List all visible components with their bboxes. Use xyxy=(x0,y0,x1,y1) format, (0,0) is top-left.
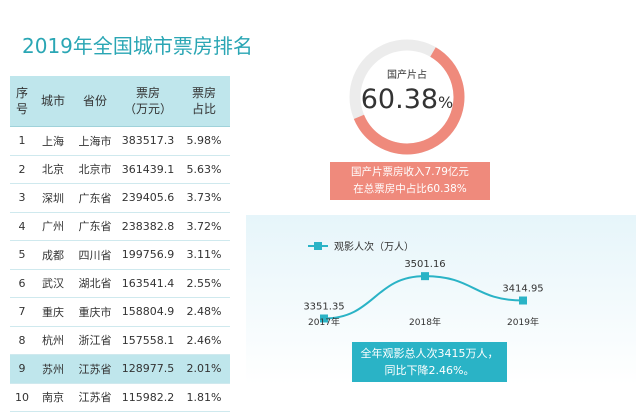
row-province: 浙江省 xyxy=(72,326,118,355)
table-header-row: 序号 城市 省份 票房 （万元） 票房 占比 xyxy=(10,76,230,127)
row-city: 重庆 xyxy=(34,297,72,327)
table-row: 7 重庆 重庆市 158804.9 2.48% xyxy=(10,297,230,327)
row-box-office: 199756.9 xyxy=(118,240,178,270)
row-box-office: 239405.6 xyxy=(118,183,178,213)
row-share: 5.63% xyxy=(178,155,230,184)
table-row: 8 杭州 浙江省 157558.1 2.46% xyxy=(10,326,230,355)
row-no: 10 xyxy=(10,383,34,412)
row-no: 1 xyxy=(10,126,34,156)
data-label: 3414.95 xyxy=(502,284,543,295)
row-province: 四川省 xyxy=(72,240,118,270)
viewer-note-line-1: 全年观影总人次3415万人， xyxy=(360,347,499,360)
row-share: 2.46% xyxy=(178,326,230,355)
row-province: 湖北省 xyxy=(72,269,118,298)
row-box-office: 157558.1 xyxy=(118,326,178,355)
header-no: 序号 xyxy=(10,76,34,127)
row-box-office: 383517.3 xyxy=(118,126,178,156)
row-share: 1.81% xyxy=(178,383,230,412)
row-no: 2 xyxy=(10,155,34,184)
data-point xyxy=(421,272,429,281)
row-city: 杭州 xyxy=(34,326,72,355)
row-province: 重庆市 xyxy=(72,297,118,327)
table-row: 1 上海 上海市 383517.3 5.98% xyxy=(10,126,230,156)
row-box-office: 128977.5 xyxy=(118,354,178,384)
row-province: 上海市 xyxy=(72,126,118,156)
row-box-office: 163541.4 xyxy=(118,269,178,298)
row-no: 7 xyxy=(10,297,34,327)
data-point xyxy=(320,314,328,323)
row-city: 苏州 xyxy=(34,354,72,384)
table-row: 5 成都 四川省 199756.9 3.11% xyxy=(10,240,230,270)
row-no: 5 xyxy=(10,240,34,270)
header-province: 省份 xyxy=(72,76,118,127)
row-box-office: 158804.9 xyxy=(118,297,178,327)
row-share: 2.48% xyxy=(178,297,230,327)
row-city: 广州 xyxy=(34,212,72,241)
header-share: 票房 占比 xyxy=(178,76,230,127)
x-tick-label: 2017年 xyxy=(308,316,340,328)
row-share: 3.73% xyxy=(178,183,230,213)
table-row: 9 苏州 江苏省 128977.5 2.01% xyxy=(10,354,230,384)
table-row: 4 广州 广东省 238382.8 3.72% xyxy=(10,212,230,241)
row-province: 广东省 xyxy=(72,183,118,213)
series-line xyxy=(323,275,524,320)
row-city: 北京 xyxy=(34,155,72,184)
row-box-office: 115982.2 xyxy=(118,383,178,412)
row-no: 8 xyxy=(10,326,34,355)
row-share: 3.11% xyxy=(178,240,230,270)
row-no: 6 xyxy=(10,269,34,298)
row-box-office: 238382.8 xyxy=(118,212,178,241)
row-city: 武汉 xyxy=(34,269,72,298)
domestic-box-office-note: 国产片票房收入7.79亿元 在总票房中占比60.38% xyxy=(330,162,490,200)
x-tick-label: 2019年 xyxy=(507,316,539,328)
table-row: 6 武汉 湖北省 163541.4 2.55% xyxy=(10,269,230,298)
donut-value-arc xyxy=(349,39,465,155)
city-box-office-table: 序号 城市 省份 票房 （万元） 票房 占比 1 上海 上海市 383517.3 5.98%… xyxy=(10,76,230,412)
row-share: 3.72% xyxy=(178,212,230,241)
table-body: 1 上海 上海市 383517.3 5.98% 2 北京 北京市 361439.1 5.63% 3 深… xyxy=(10,126,230,412)
viewer-line-chart: 观影人次（万人） 3351.35 2017年 3501.16 2018年 3414.95 2… xyxy=(303,240,543,328)
note-line-1: 国产片票房收入7.79亿元 xyxy=(351,166,469,178)
domestic-share-donut xyxy=(349,39,465,155)
row-city: 上海 xyxy=(34,126,72,156)
x-tick-label: 2018年 xyxy=(409,316,441,328)
row-no: 9 xyxy=(10,354,34,384)
donut-value: 60.38% xyxy=(360,84,454,115)
table-row: 2 北京 北京市 361439.1 5.63% xyxy=(10,155,230,184)
table-row: 3 深圳 广东省 239405.6 3.73% xyxy=(10,183,230,213)
row-share: 2.01% xyxy=(178,354,230,384)
data-point xyxy=(519,296,527,305)
row-share: 5.98% xyxy=(178,126,230,156)
row-box-office: 361439.1 xyxy=(118,155,178,184)
data-label: 3351.35 xyxy=(303,301,344,312)
page-title: 2019年全国城市票房排名 xyxy=(22,34,253,58)
row-province: 北京市 xyxy=(72,155,118,184)
table-row: 10 南京 江苏省 115982.2 1.81% xyxy=(10,383,230,412)
legend-marker xyxy=(314,242,322,250)
row-city: 南京 xyxy=(34,383,72,412)
header-box-office: 票房 （万元） xyxy=(118,76,178,127)
legend-label: 观影人次（万人） xyxy=(334,240,414,253)
row-province: 江苏省 xyxy=(72,354,118,384)
row-province: 广东省 xyxy=(72,212,118,241)
row-province: 江苏省 xyxy=(72,383,118,412)
note-line-2: 在总票房中占比60.38% xyxy=(353,183,467,195)
viewer-summary-note: 全年观影总人次3415万人， 同比下降2.46%。 xyxy=(352,342,507,382)
row-no: 3 xyxy=(10,183,34,213)
row-city: 成都 xyxy=(34,240,72,270)
row-share: 2.55% xyxy=(178,269,230,298)
data-label: 3501.16 xyxy=(404,259,445,270)
header-city: 城市 xyxy=(34,76,72,127)
row-city: 深圳 xyxy=(34,183,72,213)
row-no: 4 xyxy=(10,212,34,241)
viewer-note-line-2: 同比下降2.46%。 xyxy=(384,364,475,377)
donut-label: 国产片占 xyxy=(387,70,427,81)
